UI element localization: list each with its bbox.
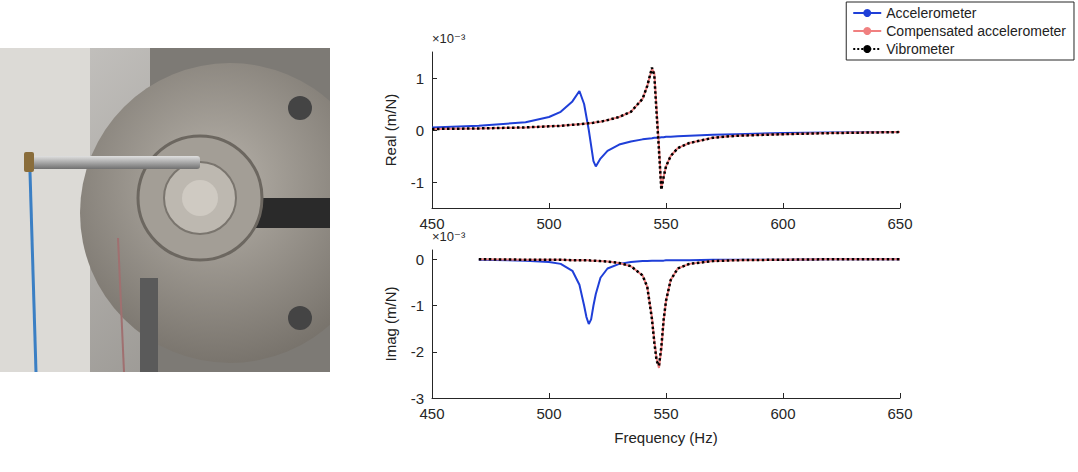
svg-text:Imag (m/N): Imag (m/N) bbox=[382, 286, 399, 361]
svg-text:Accelerometer: Accelerometer bbox=[886, 5, 977, 21]
svg-text:Vibrometer: Vibrometer bbox=[886, 41, 955, 57]
svg-text:×10⁻³: ×10⁻³ bbox=[432, 229, 466, 244]
svg-text:550: 550 bbox=[653, 215, 678, 232]
svg-text:650: 650 bbox=[887, 405, 912, 422]
svg-text:×10⁻³: ×10⁻³ bbox=[432, 31, 466, 46]
svg-text:0: 0 bbox=[416, 251, 424, 268]
svg-text:500: 500 bbox=[536, 405, 561, 422]
svg-text:0: 0 bbox=[416, 122, 424, 139]
svg-text:450: 450 bbox=[419, 405, 444, 422]
svg-text:650: 650 bbox=[887, 215, 912, 232]
svg-text:550: 550 bbox=[653, 405, 678, 422]
svg-text:-1: -1 bbox=[411, 297, 424, 314]
svg-text:-1: -1 bbox=[411, 174, 424, 191]
svg-text:Compensated accelerometer: Compensated accelerometer bbox=[886, 23, 1066, 39]
svg-text:Real (m/N): Real (m/N) bbox=[382, 94, 399, 167]
svg-text:Frequency (Hz): Frequency (Hz) bbox=[614, 429, 717, 446]
svg-text:600: 600 bbox=[770, 215, 795, 232]
svg-text:450: 450 bbox=[419, 215, 444, 232]
svg-text:-2: -2 bbox=[411, 343, 424, 360]
svg-text:500: 500 bbox=[536, 215, 561, 232]
svg-text:-3: -3 bbox=[411, 390, 424, 407]
svg-text:1: 1 bbox=[416, 70, 424, 87]
svg-text:600: 600 bbox=[770, 405, 795, 422]
